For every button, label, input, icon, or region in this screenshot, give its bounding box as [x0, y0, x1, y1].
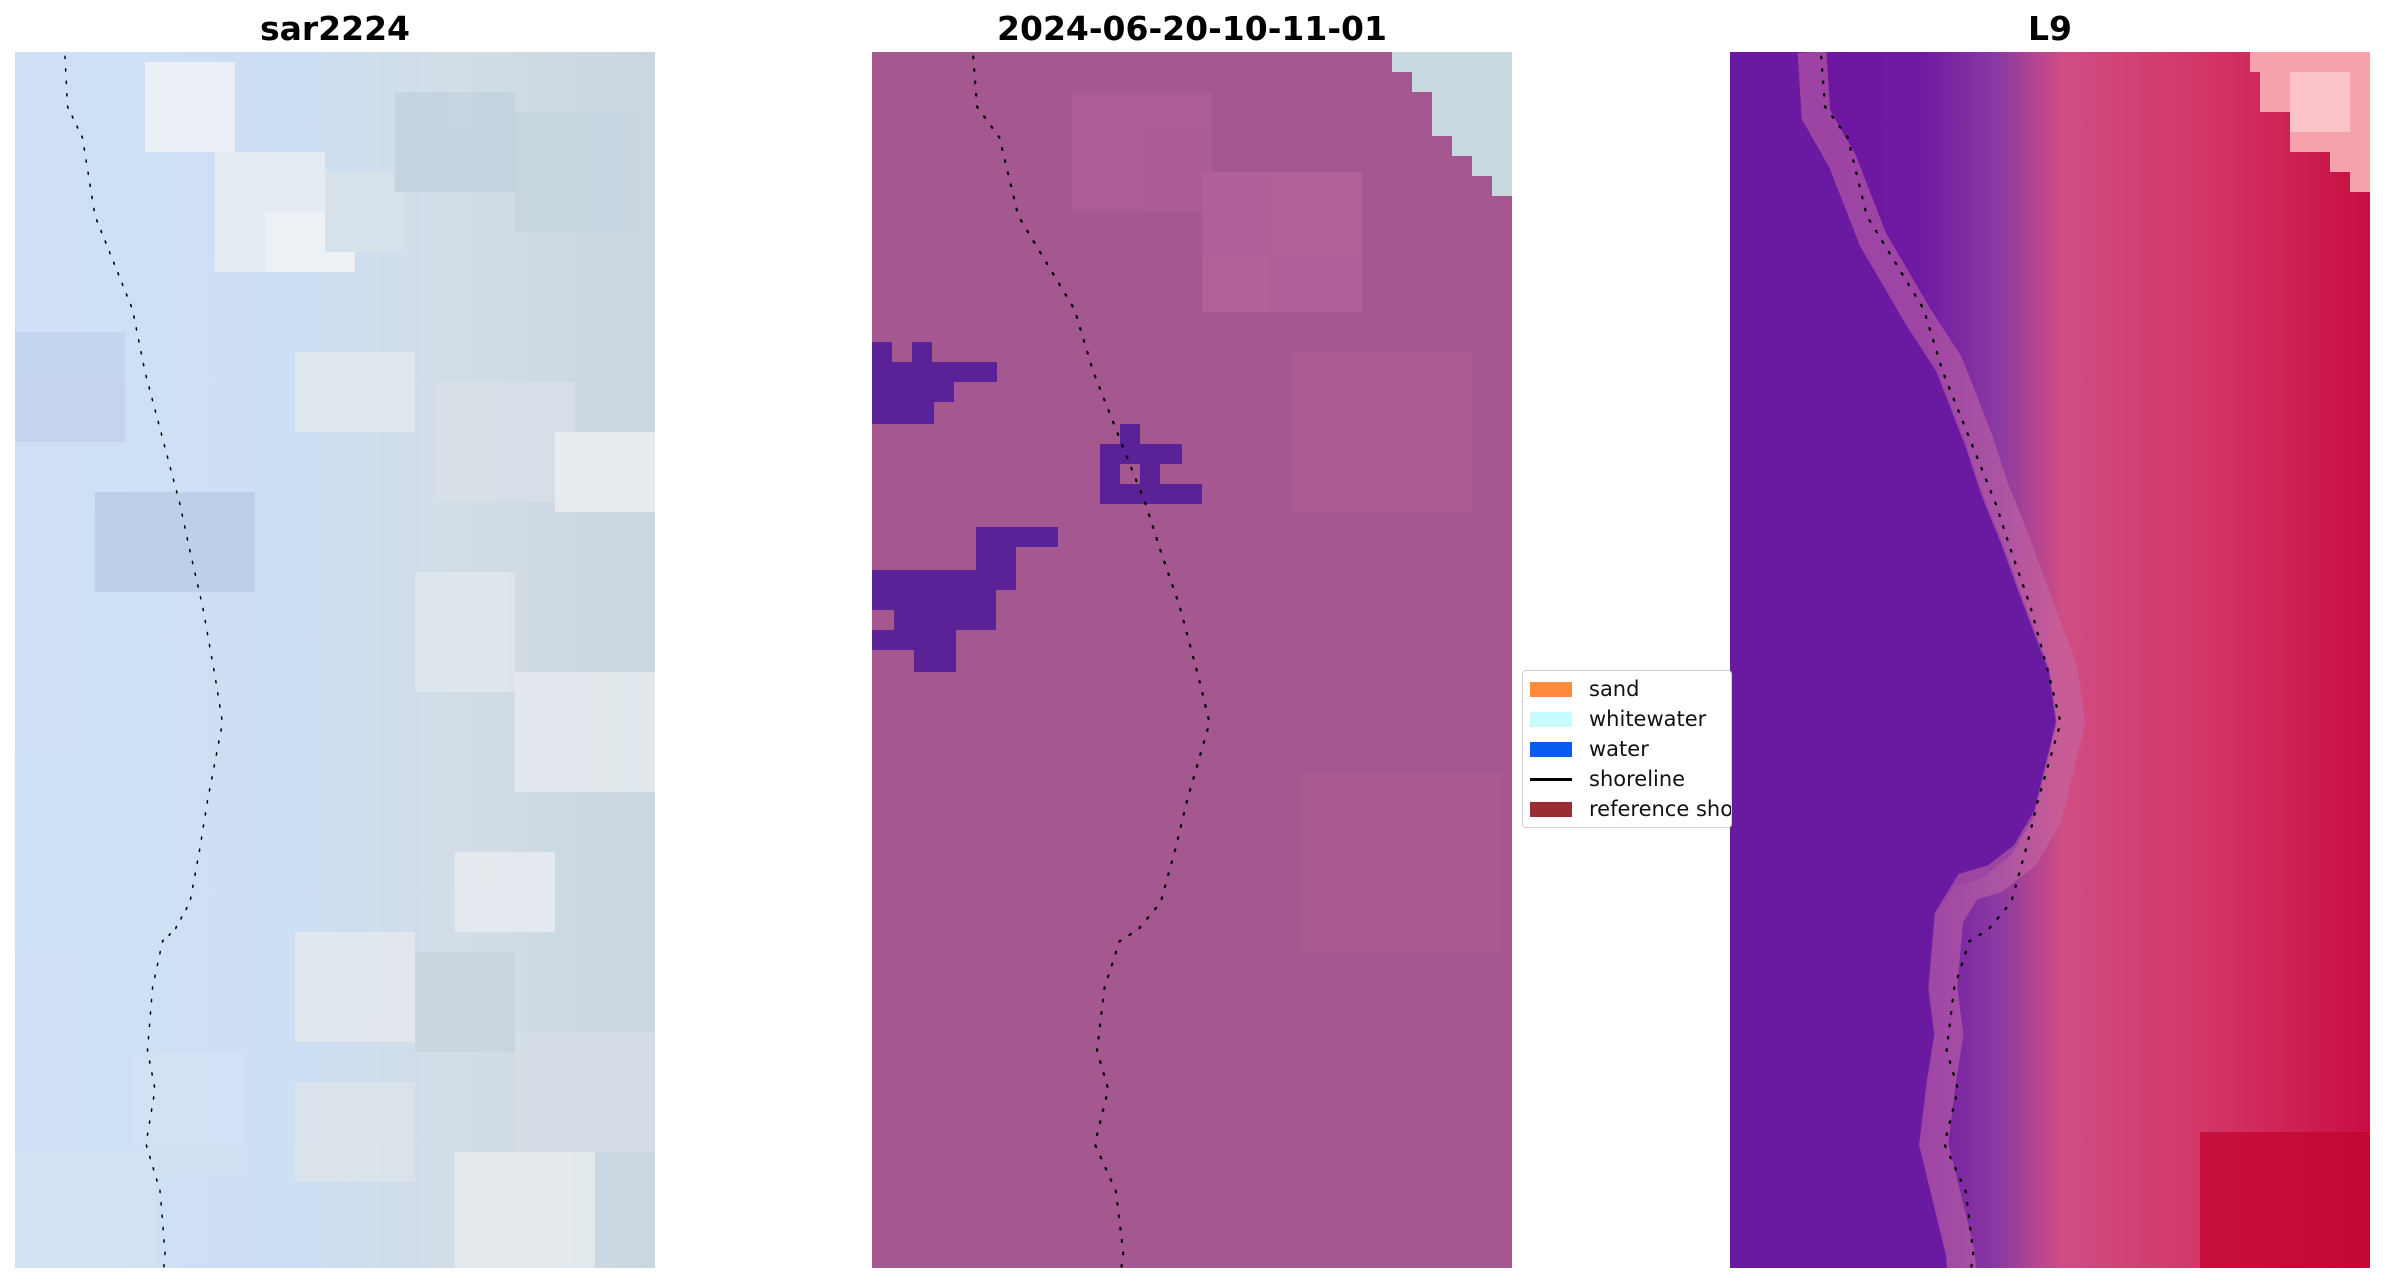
sand-swatch: [1530, 682, 1572, 697]
legend-label-reference-shoreline: reference sho: [1589, 797, 1732, 821]
shoreline-swatch: [1530, 778, 1572, 781]
legend-label-shoreline: shoreline: [1589, 767, 1686, 791]
legend-item-whitewater: whitewater: [1523, 704, 1731, 734]
shoreline-dots-l9: [1820, 55, 2062, 1268]
legend-label-sand: sand: [1589, 677, 1640, 701]
shoreline-dots-sar: [64, 55, 224, 1268]
legend-label-whitewater: whitewater: [1589, 707, 1707, 731]
l9-image: [1730, 52, 2370, 1268]
sar-image: [15, 52, 655, 1268]
legend-item-shoreline: shoreline: [1523, 764, 1731, 794]
panel-title-classified: 2024-06-20-10-11-01: [997, 9, 1387, 48]
classified-texture: [1072, 92, 1502, 952]
whitewater-patch: [1392, 52, 1512, 196]
classified-image-panel: [872, 52, 1512, 1268]
classified-image: [872, 52, 1512, 1268]
whitewater-swatch: [1530, 712, 1572, 727]
legend-item-sand: sand: [1523, 674, 1731, 704]
panel-title-sar: sar2224: [259, 9, 411, 48]
sar-image-panel: [15, 52, 655, 1268]
water-patch-left-upper: [872, 342, 997, 424]
l9-transition-band: [1797, 52, 2086, 1268]
l9-water-body: [1730, 52, 2057, 1268]
water-patch-left-lower: [872, 527, 1058, 672]
reference-shoreline-swatch: [1530, 802, 1572, 817]
legend: sand whitewater water shoreline referenc…: [1522, 670, 1732, 828]
shoreline-dots-classified: [972, 55, 1211, 1268]
legend-item-reference-shoreline: reference sho: [1523, 794, 1731, 824]
l9-image-panel: [1730, 52, 2370, 1268]
water-swatch: [1530, 742, 1572, 757]
sar-texture: [15, 62, 655, 1268]
panel-title-l9: L9: [2028, 9, 2072, 48]
legend-label-water: water: [1589, 737, 1649, 761]
legend-item-water: water: [1523, 734, 1731, 764]
